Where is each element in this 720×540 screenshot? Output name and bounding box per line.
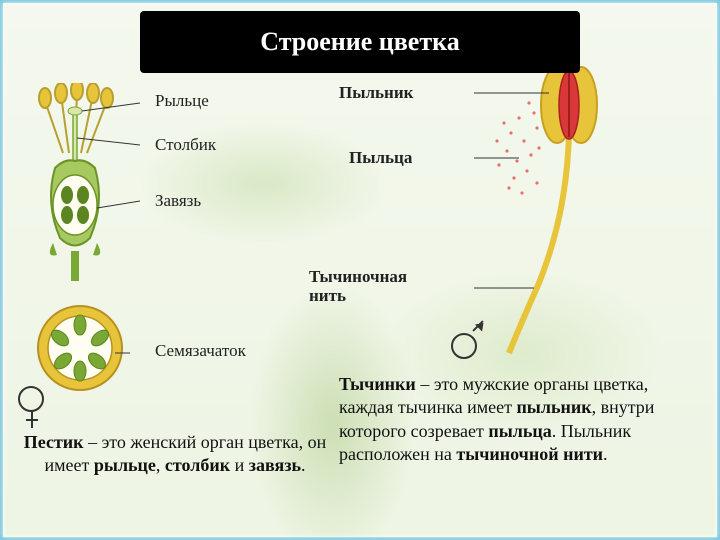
stamen-description: Тычинки – это мужские органы цветка, каж… <box>339 373 699 467</box>
stamen-diagram: Пыльник Пыльца Тычиночная нить <box>359 63 699 373</box>
pistil-svg <box>15 83 165 303</box>
male-symbol <box>451 333 477 367</box>
title-bar: Строение цветка <box>140 11 580 73</box>
female-symbol <box>18 383 44 421</box>
ovule-svg <box>35 303 130 398</box>
label-ovary: Завязь <box>155 191 201 211</box>
label-pollen: Пыльца <box>349 148 412 168</box>
term-stamen: Тычинки <box>339 374 416 394</box>
diagram-content: Рыльце Столбик Завязь Семязачаток <box>3 3 717 537</box>
label-anther: Пыльник <box>339 83 413 103</box>
page-title: Строение цветка <box>260 27 459 57</box>
pistil-diagram: Рыльце Столбик Завязь Семязачаток <box>15 83 325 383</box>
label-stigma: Рыльце <box>155 91 209 111</box>
stamen-svg <box>419 63 619 363</box>
label-ovule: Семязачаток <box>155 341 246 361</box>
pestik-description: Пестик – это женский орган цветка, он им… <box>15 431 335 478</box>
term-pestik: Пестик <box>24 432 84 452</box>
label-style: Столбик <box>155 135 216 155</box>
label-filament: Тычиночная нить <box>309 268 419 305</box>
